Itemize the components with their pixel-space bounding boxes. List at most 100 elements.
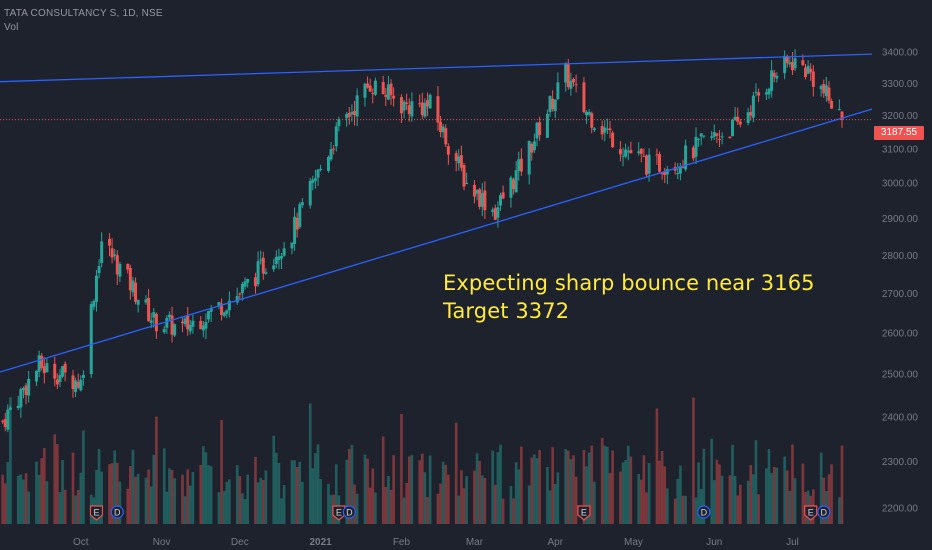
candle-body (691, 147, 695, 159)
earnings-marker-icon[interactable]: E (89, 505, 104, 521)
volume-bar (217, 492, 221, 524)
volume-bar (718, 464, 721, 524)
candle-body (37, 355, 41, 372)
candle-body (532, 141, 536, 151)
volume-bar (345, 459, 349, 524)
annotation-text-line-1[interactable]: Expecting sharp bounce near 3165 (443, 271, 815, 295)
candle-body (368, 85, 372, 92)
time-tick-label: Oct (73, 537, 89, 548)
volume-bar (43, 448, 46, 524)
svg-text:E: E (93, 508, 99, 518)
candle-body (809, 68, 813, 73)
candle-body (188, 324, 192, 332)
volume-bar (277, 463, 281, 524)
volume-bar (63, 489, 67, 524)
dividend-marker-icon[interactable]: D (817, 505, 831, 519)
candle-body (154, 313, 158, 332)
candle-body (334, 126, 338, 147)
candle-body (353, 111, 357, 116)
volume-bar (517, 469, 521, 524)
volume-bar (16, 475, 20, 524)
volume-bar (259, 477, 262, 524)
volume-bar (76, 489, 80, 524)
price-axis[interactable]: 2200.00 2300.00 2400.00 2500.00 2600.00 2700.… (872, 0, 932, 550)
earnings-marker-icon[interactable]: E (332, 505, 346, 521)
volume-bar (116, 462, 119, 524)
candle-body (209, 308, 213, 312)
annotation-text-line-2[interactable]: Target 3372 (443, 299, 570, 323)
candle-body (131, 280, 135, 293)
volume-bar (235, 465, 239, 524)
volume-bar (191, 471, 195, 524)
volume-bar (538, 450, 541, 524)
time-tick-label: May (624, 537, 643, 548)
candle-body (274, 256, 278, 264)
support-trendline[interactable] (0, 107, 877, 373)
volume-bar (149, 486, 153, 524)
volume-bar (593, 481, 596, 524)
candle-body (308, 180, 312, 206)
volume-bar (822, 477, 826, 524)
candle-body (313, 178, 317, 181)
resistance-trendline[interactable] (0, 53, 877, 83)
candle-body (436, 96, 440, 123)
volume-bar (371, 468, 375, 524)
dividend-marker-icon[interactable]: D (110, 505, 124, 519)
candle-body (21, 388, 25, 391)
candle-body (373, 80, 377, 95)
candle-body (300, 202, 304, 206)
price-tick-label: 3400.00 (882, 48, 919, 59)
volume-bar (100, 471, 103, 524)
candle-body (392, 95, 396, 99)
time-tick-label: Jul (786, 537, 799, 548)
volume-bar (496, 452, 500, 524)
candle-body (180, 321, 184, 324)
volume-bar (348, 449, 351, 524)
candle-body (63, 363, 67, 373)
volume-bar (566, 450, 570, 524)
earnings-marker-icon[interactable]: E (577, 505, 591, 521)
volume-bar (702, 448, 706, 524)
volume-bar (533, 454, 536, 524)
candle-body (660, 172, 664, 174)
volume-bar (243, 498, 247, 524)
volume-bar (733, 475, 737, 524)
volume-bar (447, 474, 450, 524)
candle-body (538, 122, 542, 136)
candle-body (840, 111, 844, 120)
volume-bar (754, 440, 758, 524)
svg-text:D: D (114, 508, 121, 518)
volume-bar (238, 475, 242, 524)
candle-body (282, 248, 286, 256)
dividend-marker-icon[interactable]: D (697, 505, 711, 519)
last-price-tag: 3187.55 (874, 126, 924, 140)
volume-bar (491, 450, 494, 524)
candle-body (629, 149, 633, 154)
candle-body (350, 111, 354, 115)
time-tick-label: Jun (706, 537, 722, 548)
volume-bar (548, 490, 552, 524)
volume-bar (421, 453, 424, 524)
candle-body (6, 409, 10, 430)
candle-body (603, 127, 607, 133)
volume-bar (715, 459, 719, 524)
volume-indicator-label[interactable]: Vol (4, 22, 19, 33)
volume-bar (509, 486, 513, 524)
price-tick-label: 3100.00 (882, 144, 919, 155)
time-axis[interactable]: Oct Nov Dec 2021 Feb Mar Apr May Jun Jul (0, 532, 932, 550)
volume-bar (746, 480, 750, 524)
volume-bar (660, 451, 664, 524)
earnings-marker-icon[interactable]: E (804, 505, 818, 521)
candle-body (738, 121, 742, 125)
dividend-marker-icon[interactable]: D (342, 505, 356, 519)
candle-body (600, 126, 604, 135)
volume-bar (621, 462, 625, 524)
volume-bar (144, 477, 148, 524)
volume-bar (387, 475, 390, 524)
candle-body (199, 320, 203, 330)
svg-text:E: E (581, 508, 587, 518)
volume-bar (374, 492, 377, 524)
volume-bar (465, 476, 468, 524)
volume-bar (6, 462, 10, 524)
